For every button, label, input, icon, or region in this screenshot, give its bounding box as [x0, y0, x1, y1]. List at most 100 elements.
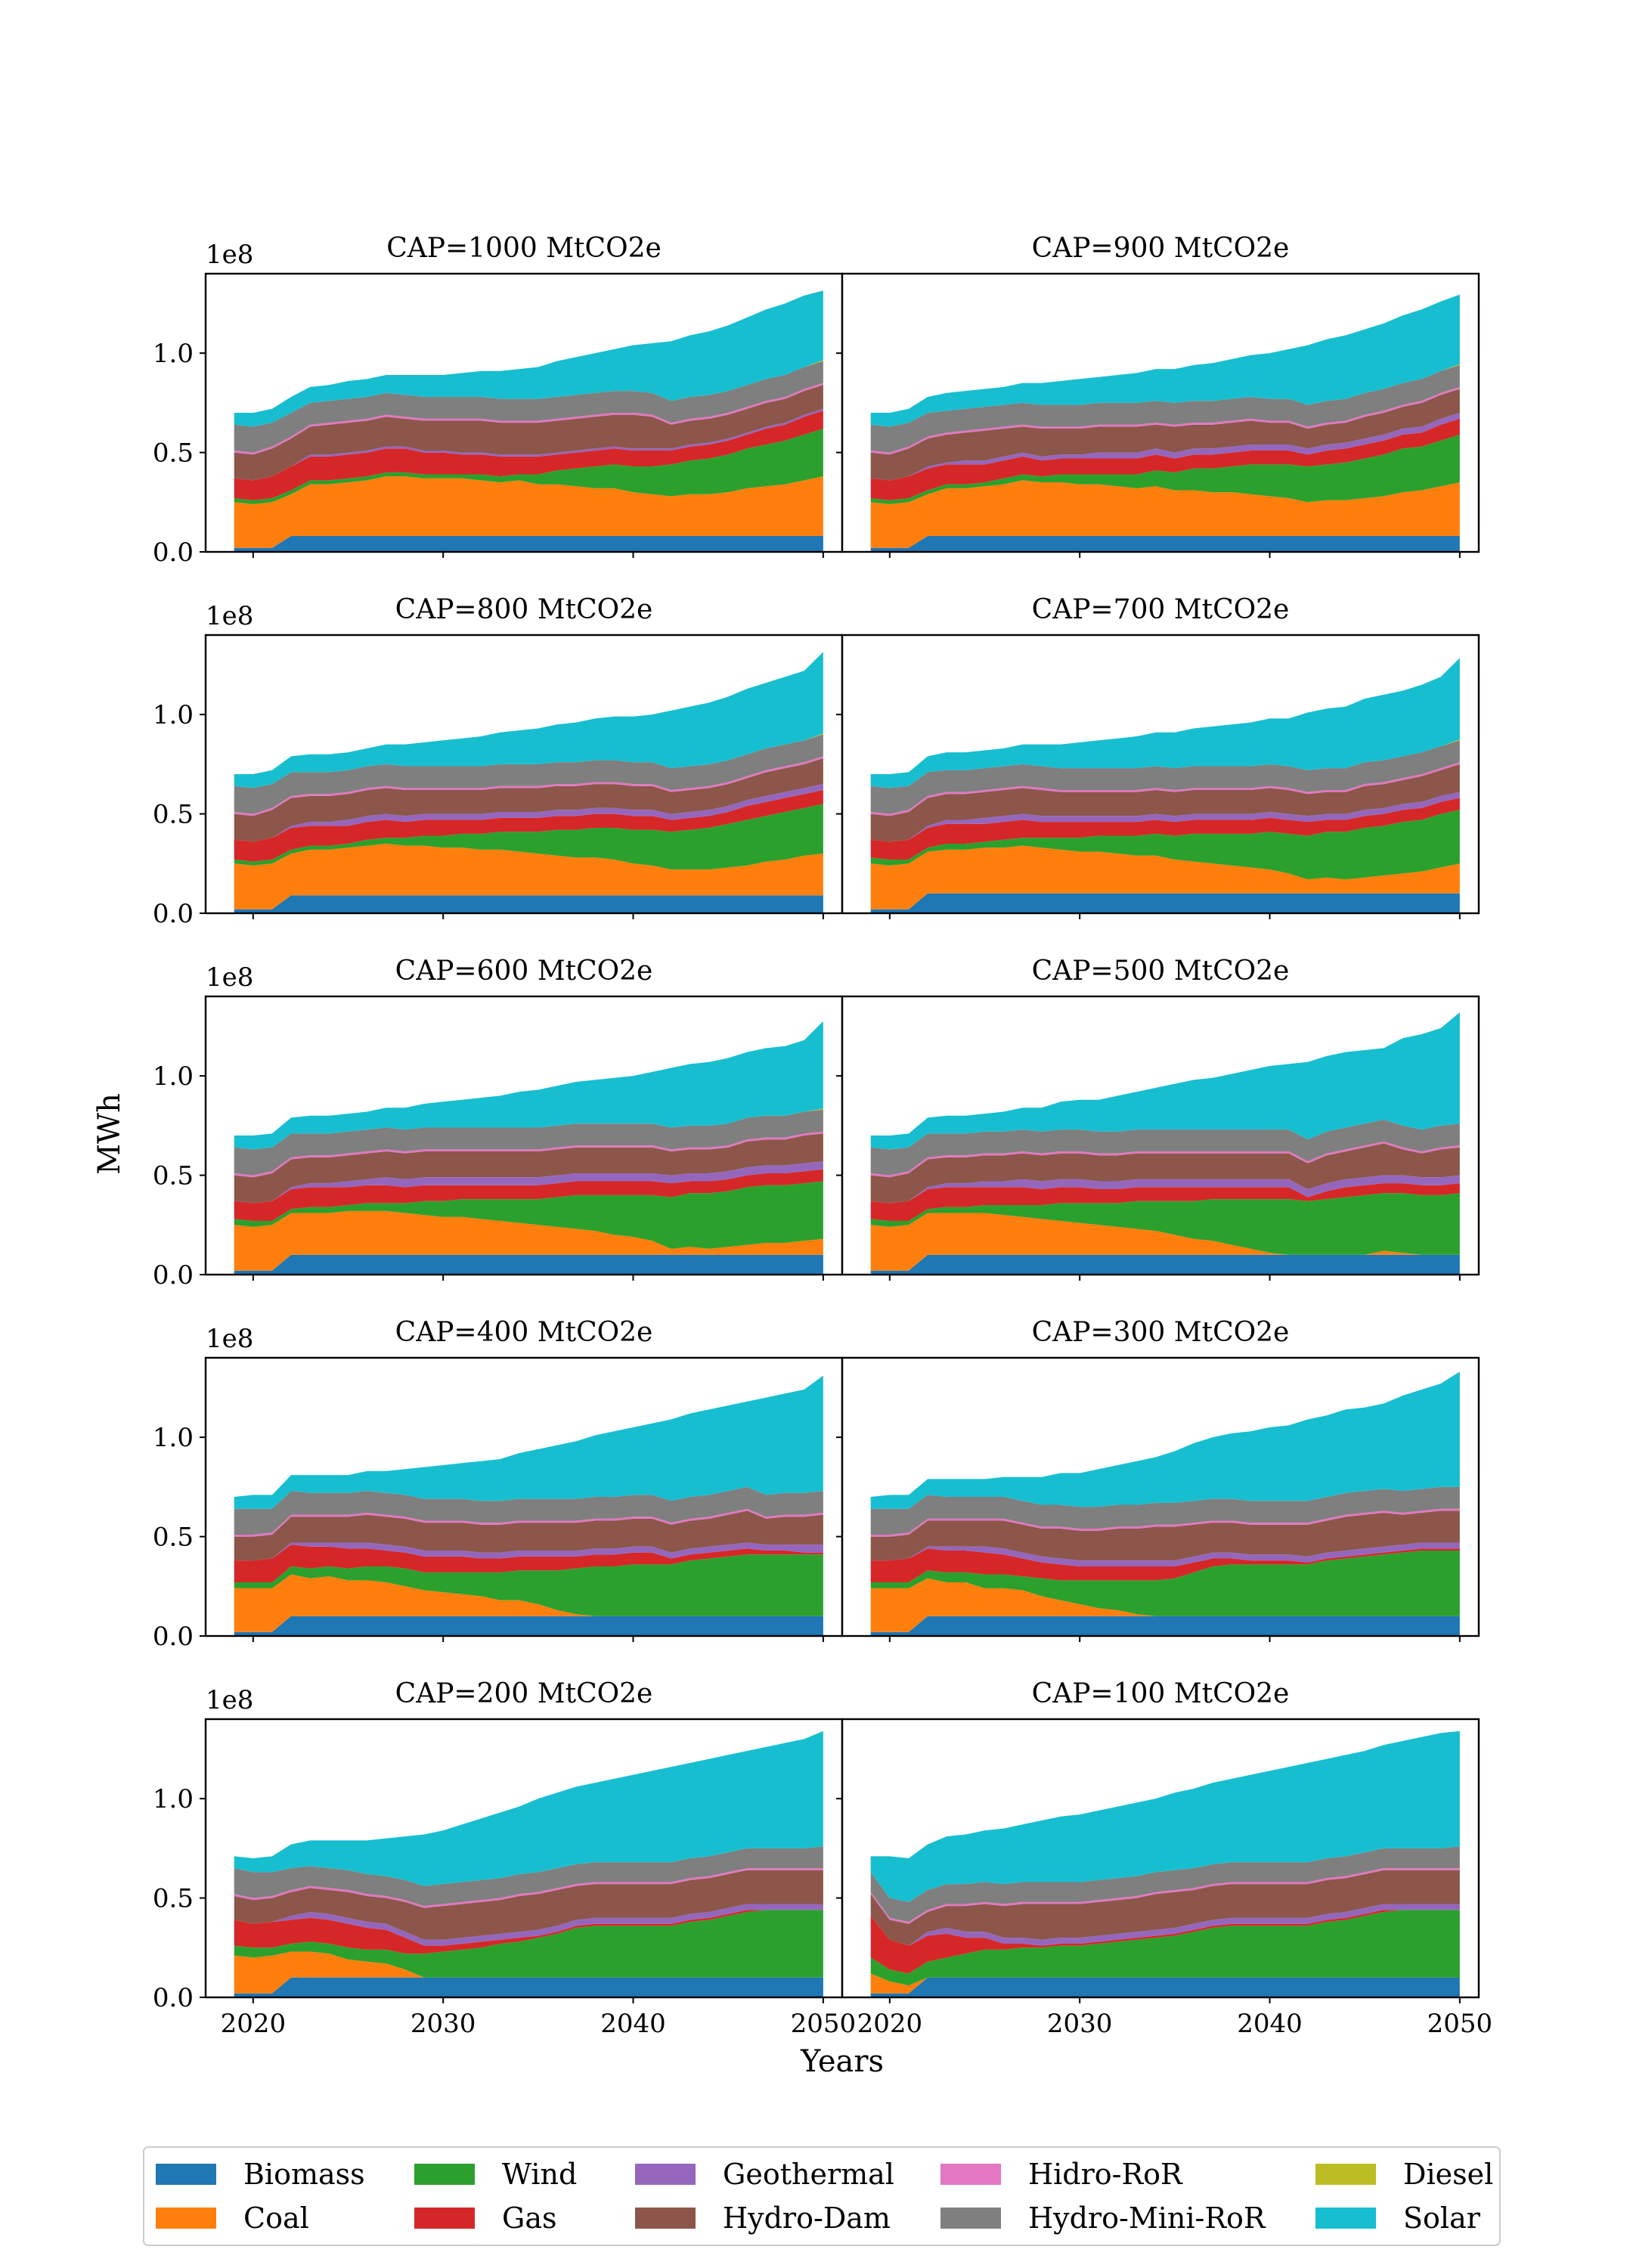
y-offset-text: 1e8	[206, 1685, 253, 1715]
y-axis-label: MWh	[92, 1093, 127, 1175]
legend-swatch	[635, 2164, 696, 2185]
area-hydro-mini-ror	[234, 1846, 823, 1907]
panel-title: CAP=300 MtCO2e	[1032, 1317, 1290, 1348]
area-gas	[870, 798, 1460, 860]
legend-label: Coal	[243, 2201, 309, 2235]
legend-item-wind: Wind	[414, 2158, 577, 2191]
panel-cap-700-mtco2e: CAP=700 MtCO2e	[836, 594, 1480, 919]
axes-frame	[841, 634, 1480, 915]
panel-title: CAP=600 MtCO2e	[395, 956, 653, 987]
legend-swatch	[414, 2208, 475, 2229]
legend-swatch	[1315, 2208, 1376, 2229]
area-hydro-mini-ror	[870, 364, 1460, 453]
legend-item-biomass: Biomass	[156, 2158, 365, 2191]
area-geothermal	[234, 784, 823, 842]
axes-frame	[841, 995, 1480, 1276]
panel-cap-800-mtco2e: CAP=800 MtCO2e 0.0 0.5 1.0 1e8	[153, 594, 844, 929]
area-solar	[234, 652, 823, 789]
legend-label: Hydro-Dam	[723, 2201, 891, 2235]
x-tick-label: 2050	[1427, 2009, 1493, 2039]
area-hydro-dam	[234, 1870, 823, 1940]
area-geothermal	[234, 1542, 823, 1561]
area-coal	[870, 845, 1460, 909]
area-coal	[234, 1951, 823, 1994]
area-wind	[234, 1910, 823, 1978]
y-tick-label: 0.5	[153, 438, 194, 469]
area-wind	[870, 1193, 1460, 1255]
legend-swatch	[156, 2208, 216, 2229]
area-gas	[870, 418, 1460, 500]
area-hidro-ror	[234, 1131, 823, 1178]
legend-item-coal: Coal	[156, 2201, 309, 2235]
panel-cap-600-mtco2e: CAP=600 MtCO2e 0.0 0.5 1.0 1e8	[153, 956, 844, 1290]
x-tick-label: 2040	[1237, 2009, 1303, 2039]
area-solar	[234, 1730, 823, 1886]
y-offset-text: 1e8	[206, 962, 253, 993]
y-tick-label: 0.0	[153, 899, 194, 929]
area-gas	[870, 1910, 1460, 1974]
area-biomass	[870, 1616, 1460, 1636]
area-wind	[234, 804, 823, 870]
area-wind	[234, 1554, 823, 1616]
legend-label: Hidro-RoR	[1028, 2158, 1183, 2191]
area-hydro-mini-ror	[870, 1486, 1460, 1535]
area-hidro-ror	[870, 1868, 1460, 1924]
panel-title: CAP=700 MtCO2e	[1032, 594, 1290, 625]
area-hydro-mini-ror	[870, 740, 1460, 814]
legend-label: Hydro-Mini-RoR	[1028, 2201, 1266, 2235]
area-solar	[870, 658, 1460, 789]
area-hydro-dam	[870, 389, 1460, 481]
y-offset-text: 1e8	[206, 601, 253, 631]
panel-cap-500-mtco2e: CAP=500 MtCO2e	[836, 956, 1480, 1281]
legend-label: Solar	[1403, 2201, 1481, 2235]
legend-label: Diesel	[1403, 2158, 1493, 2191]
area-gas	[234, 1910, 823, 1954]
panel-cap-900-mtco2e: CAP=900 MtCO2e	[836, 233, 1480, 558]
x-axis-label: Years	[800, 2044, 884, 2079]
area-gas	[870, 1548, 1460, 1583]
area-coal	[234, 1210, 823, 1271]
legend-item-solar: Solar	[1315, 2201, 1481, 2235]
area-solar	[870, 1012, 1460, 1150]
area-hydro-mini-ror	[870, 1846, 1460, 1923]
area-gas	[234, 1545, 823, 1583]
area-hydro-mini-ror	[234, 1486, 823, 1535]
panel-title: CAP=200 MtCO2e	[395, 1678, 653, 1709]
panel-title: CAP=100 MtCO2e	[1032, 1678, 1290, 1709]
area-solar	[870, 1371, 1460, 1509]
panel-cap-100-mtco2e: CAP=100 MtCO2e 2020 2030 2040 2050	[836, 1678, 1492, 2039]
y-tick-label: 0.0	[153, 1983, 194, 2013]
area-geothermal	[234, 1161, 823, 1204]
x-tick-label: 2020	[221, 2009, 287, 2039]
area-gas	[234, 411, 823, 500]
area-hydro-dam	[234, 385, 823, 481]
legend-swatch	[156, 2164, 216, 2185]
y-tick-label: 0.5	[153, 1161, 194, 1191]
area-solar	[870, 1730, 1460, 1902]
legend-swatch	[940, 2208, 1001, 2229]
legend-item-geothermal: Geothermal	[635, 2158, 894, 2191]
y-tick-label: 0.0	[153, 1622, 194, 1652]
area-hydro-dam	[870, 764, 1460, 842]
area-solar	[234, 290, 823, 427]
legend-swatch	[635, 2208, 696, 2229]
legend-item-hydro-dam: Hydro-Dam	[635, 2201, 891, 2235]
legend-item-diesel: Diesel	[1315, 2158, 1493, 2191]
area-solar	[234, 1375, 823, 1509]
x-tick-label: 2050	[791, 2009, 857, 2039]
area-gas	[234, 1169, 823, 1222]
area-wind	[234, 429, 823, 504]
area-solar	[870, 294, 1460, 427]
area-hydro-dam	[870, 1870, 1460, 1946]
area-geothermal	[870, 792, 1460, 842]
area-geothermal	[870, 413, 1460, 481]
axes-frame	[841, 272, 1480, 553]
y-offset-text: 1e8	[206, 240, 253, 270]
panel-cap-400-mtco2e: CAP=400 MtCO2e 0.0 0.5 1.0 1e8	[153, 1317, 844, 1652]
legend-label: Wind	[502, 2158, 577, 2191]
area-geothermal	[870, 1542, 1460, 1566]
legend-label: Geothermal	[723, 2158, 894, 2191]
area-biomass	[870, 1977, 1460, 1997]
y-tick-label: 1.0	[153, 1423, 194, 1453]
